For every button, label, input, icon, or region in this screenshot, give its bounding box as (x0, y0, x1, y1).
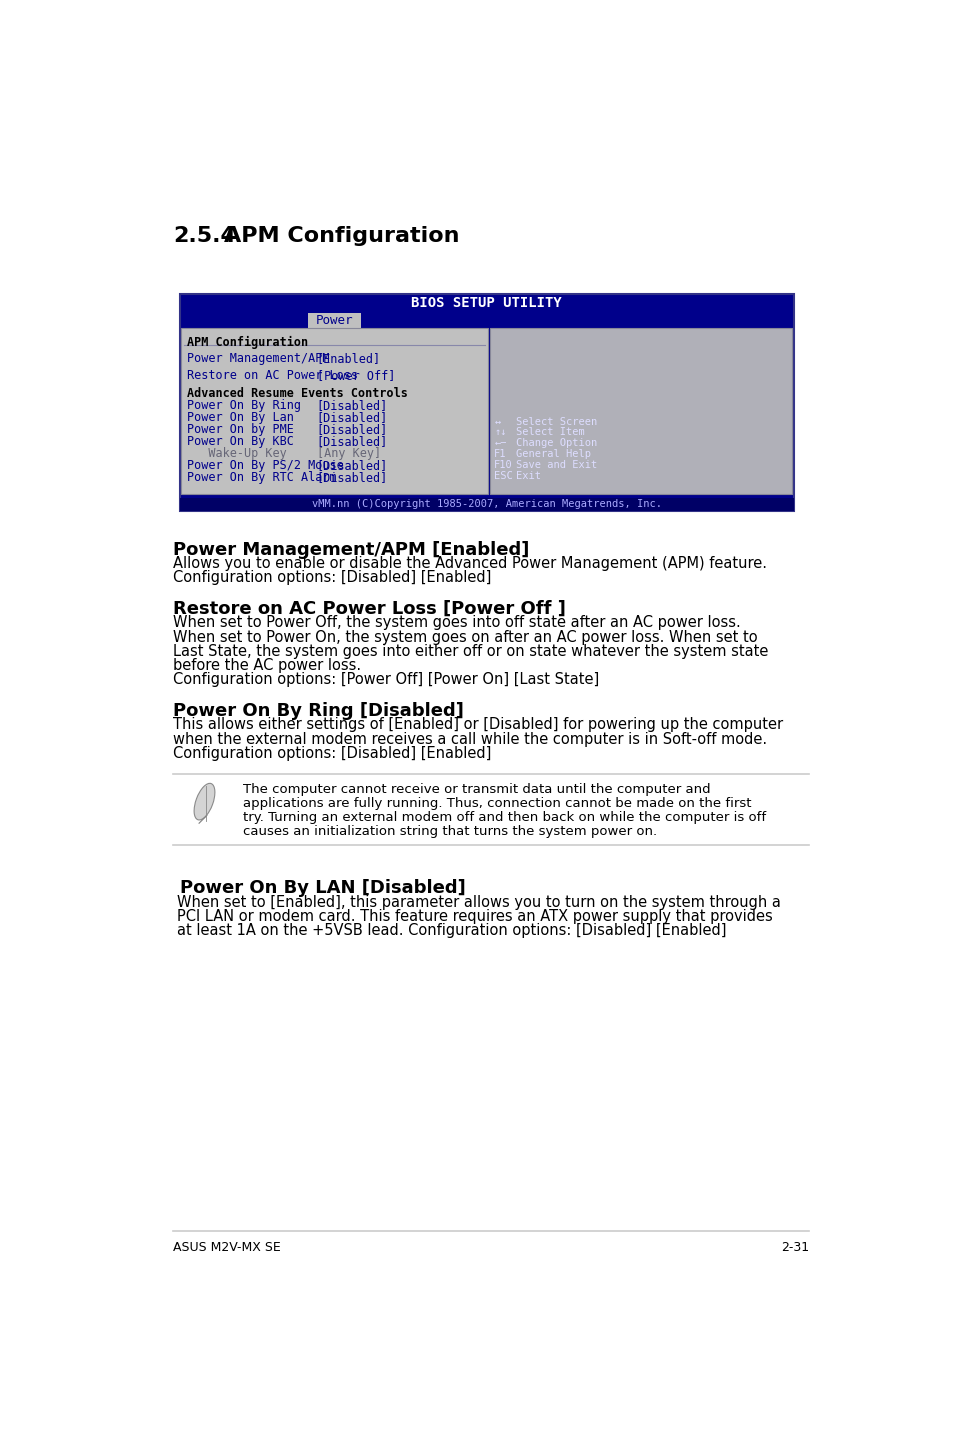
Text: Save and Exit: Save and Exit (516, 460, 597, 470)
Text: PCI LAN or modem card. This feature requires an ATX power supply that provides: PCI LAN or modem card. This feature requ… (177, 909, 772, 925)
Text: ↔: ↔ (494, 417, 500, 427)
Text: APM Configuration: APM Configuration (224, 226, 459, 246)
Text: Restore on AC Power Loss [Power Off ]: Restore on AC Power Loss [Power Off ] (173, 600, 566, 618)
Text: Select Item: Select Item (516, 427, 584, 437)
Text: F10: F10 (494, 460, 513, 470)
Text: When set to Power On, the system goes on after an AC power loss. When set to: When set to Power On, the system goes on… (173, 630, 758, 644)
Ellipse shape (193, 784, 214, 820)
Text: Restore on AC Power Loss: Restore on AC Power Loss (187, 370, 358, 383)
Text: Select Screen: Select Screen (516, 417, 597, 427)
Text: This allows either settings of [Enabled] or [Disabled] for powering up the compu: This allows either settings of [Enabled]… (173, 718, 782, 732)
Text: ↑↓: ↑↓ (494, 427, 506, 437)
Text: at least 1A on the +5VSB lead. Configuration options: [Disabled] [Enabled]: at least 1A on the +5VSB lead. Configura… (177, 923, 726, 939)
Text: Configuration options: [Disabled] [Enabled]: Configuration options: [Disabled] [Enabl… (173, 571, 492, 585)
Text: Power: Power (315, 313, 353, 326)
Text: [Disabled]: [Disabled] (316, 470, 388, 485)
Text: APM Configuration: APM Configuration (187, 336, 308, 349)
Text: vMM.nn (C)Copyright 1985-2007, American Megatrends, Inc.: vMM.nn (C)Copyright 1985-2007, American … (312, 499, 661, 509)
Text: Power On By RTC Alarm: Power On By RTC Alarm (187, 470, 336, 485)
Text: before the AC power loss.: before the AC power loss. (173, 659, 361, 673)
Text: Power On By LAN [Disabled]: Power On By LAN [Disabled] (179, 880, 465, 897)
Text: when the external modem receives a call while the computer is in Soft-off mode.: when the external modem receives a call … (173, 732, 767, 746)
Text: Configuration options: [Disabled] [Enabled]: Configuration options: [Disabled] [Enabl… (173, 746, 492, 761)
Text: [Any Key]: [Any Key] (316, 447, 380, 460)
Text: Power On By Ring: Power On By Ring (187, 400, 301, 413)
Text: Power On By Lan: Power On By Lan (187, 411, 294, 424)
Text: Power On by PME: Power On by PME (187, 423, 294, 436)
Text: ASUS M2V-MX SE: ASUS M2V-MX SE (173, 1241, 281, 1254)
Text: BIOS SETUP UTILITY: BIOS SETUP UTILITY (411, 296, 561, 311)
Text: Power On By PS/2 Mouse: Power On By PS/2 Mouse (187, 459, 344, 472)
Text: When set to [Enabled], this parameter allows you to turn on the system through a: When set to [Enabled], this parameter al… (177, 894, 781, 910)
Text: ESC: ESC (494, 470, 513, 480)
Text: When set to Power Off, the system goes into off state after an AC power loss.: When set to Power Off, the system goes i… (173, 615, 740, 630)
Text: Power On By Ring [Disabled]: Power On By Ring [Disabled] (173, 702, 464, 720)
Text: Power Management/APM [Enabled]: Power Management/APM [Enabled] (173, 541, 529, 558)
Text: Power Management/APM: Power Management/APM (187, 351, 330, 365)
Text: Power On By KBC: Power On By KBC (187, 436, 294, 449)
Text: Change Option: Change Option (516, 439, 597, 449)
Text: [Enabled]: [Enabled] (316, 351, 380, 365)
Text: [Disabled]: [Disabled] (316, 423, 388, 436)
Text: 2-31: 2-31 (781, 1241, 808, 1254)
Text: try. Turning an external modem off and then back on while the computer is off: try. Turning an external modem off and t… (243, 811, 765, 824)
Bar (181, 328, 488, 495)
Text: Exit: Exit (516, 470, 540, 480)
Text: F1: F1 (494, 449, 506, 459)
Bar (179, 295, 793, 512)
Text: General Help: General Help (516, 449, 591, 459)
Text: ←−: ←− (494, 439, 506, 449)
Bar (179, 498, 793, 512)
Text: Wake-Up Key: Wake-Up Key (187, 447, 287, 460)
Text: 2.5.4: 2.5.4 (173, 226, 236, 246)
Text: The computer cannot receive or transmit data until the computer and: The computer cannot receive or transmit … (243, 784, 710, 797)
Text: [Disabled]: [Disabled] (316, 400, 388, 413)
Text: [Disabled]: [Disabled] (316, 436, 388, 449)
Text: Advanced Resume Events Controls: Advanced Resume Events Controls (187, 387, 408, 400)
Text: [Disabled]: [Disabled] (316, 411, 388, 424)
Text: Configuration options: [Power Off] [Power On] [Last State]: Configuration options: [Power Off] [Powe… (173, 673, 599, 687)
Bar (489, 328, 791, 495)
Text: [Disabled]: [Disabled] (316, 459, 388, 472)
Text: Allows you to enable or disable the Advanced Power Management (APM) feature.: Allows you to enable or disable the Adva… (173, 557, 767, 571)
Text: [Power Off]: [Power Off] (316, 370, 395, 383)
Bar (308, 312, 360, 328)
Text: applications are fully running. Thus, connection cannot be made on the first: applications are fully running. Thus, co… (243, 797, 751, 810)
Text: causes an initialization string that turns the system power on.: causes an initialization string that tur… (243, 825, 657, 838)
Text: Last State, the system goes into either off or on state whatever the system stat: Last State, the system goes into either … (173, 644, 768, 659)
